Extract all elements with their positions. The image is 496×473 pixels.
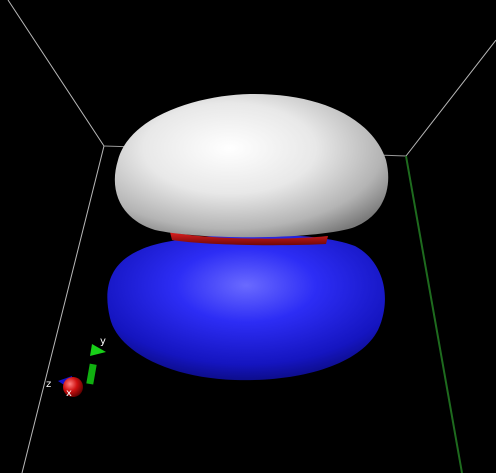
- axis-label-z: z: [46, 379, 51, 390]
- box-edge-back-right: [405, 155, 463, 473]
- axes-gizmo: y z x: [46, 336, 106, 399]
- y-axis-arrow: [90, 344, 106, 356]
- box-edge-back-left: [21, 145, 105, 473]
- axis-label-y: y: [100, 336, 106, 347]
- box-edge-top-right: [405, 39, 496, 157]
- x-axis-sphere: [63, 377, 83, 397]
- upper-lobe-white: [114, 93, 389, 238]
- box-edge-top-left: [7, 0, 105, 147]
- lower-lobe-blue: [107, 234, 385, 381]
- nodal-ring: [170, 232, 328, 246]
- axis-label-x: x: [66, 388, 72, 399]
